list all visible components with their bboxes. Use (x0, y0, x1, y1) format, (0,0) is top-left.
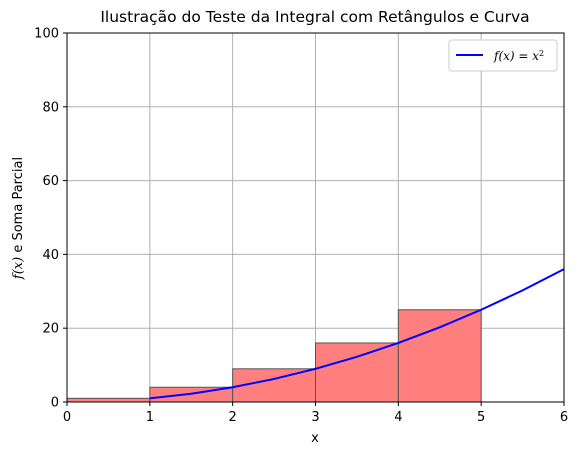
y-axis-label: f(x) e Soma Parcial (11, 157, 26, 280)
bar-rect-0 (66, 397, 151, 403)
y-tick-label-3: 60 (42, 174, 59, 189)
x-tick-label-4: 4 (394, 410, 402, 425)
y-ticks: 0 20 40 60 80 100 (34, 27, 67, 411)
legend-entry-label: f(x) = x2 (493, 49, 544, 64)
legend: f(x) = x2 (448, 39, 558, 72)
curve-layer (149, 268, 565, 400)
x-axis-label: x (311, 431, 319, 446)
rectangles (66, 309, 482, 403)
chart-title: Ilustração do Teste da Integral com Retâ… (100, 8, 529, 26)
x-tick-label-6: 6 (560, 410, 568, 425)
legend-box (448, 39, 558, 72)
bar-rect-3 (315, 342, 399, 403)
bar-rect-4 (397, 309, 482, 403)
x-ticks: 0 1 2 3 4 5 6 (63, 402, 568, 425)
x-tick-label-2: 2 (229, 410, 237, 425)
x-tick-label-0: 0 (63, 410, 71, 425)
series-line-0 (149, 268, 565, 400)
x-tick-label-1: 1 (146, 410, 154, 425)
y-tick-label-5: 100 (34, 27, 59, 42)
y-tick-label-4: 80 (42, 100, 59, 115)
y-tick-label-0: 0 (51, 396, 59, 411)
y-tick-label-1: 20 (42, 322, 59, 337)
y-tick-label-2: 40 (42, 248, 59, 263)
x-tick-label-3: 3 (311, 410, 319, 425)
x-tick-label-5: 5 (477, 410, 485, 425)
